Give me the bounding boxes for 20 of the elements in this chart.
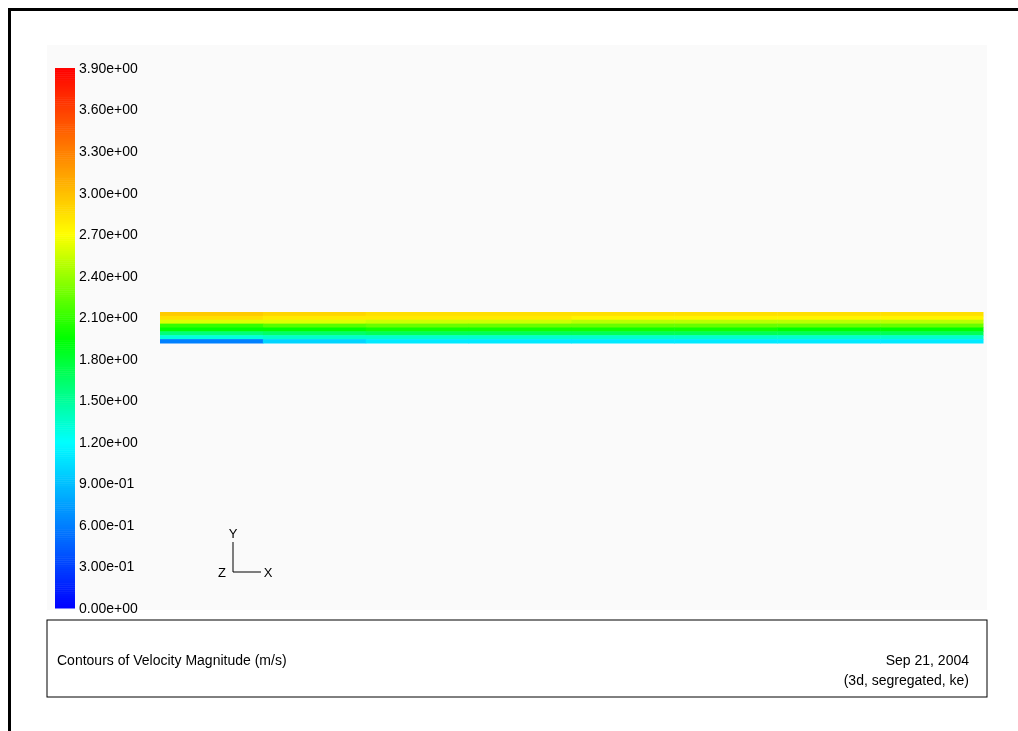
color-bar-label: 3.00e+00 [79, 184, 138, 201]
color-bar-label: 1.80e+00 [79, 350, 138, 367]
color-bar-label: 1.50e+00 [79, 392, 138, 409]
color-bar-label: 1.20e+00 [79, 433, 138, 450]
color-bar-label: 3.60e+00 [79, 101, 138, 118]
text: Contours of Velocity Magnitude (m/s) [57, 652, 287, 668]
color-bar-label: 2.40e+00 [79, 267, 138, 284]
color-bar-label: 6.00e-01 [79, 516, 135, 533]
text: Z [218, 565, 227, 580]
text: X [263, 565, 273, 580]
color-bar-label: 3.30e+00 [79, 142, 138, 159]
text: (3d, segregated, ke) [843, 672, 969, 688]
color-bar-label: 2.10e+00 [79, 309, 138, 326]
text: Sep 21, 2004 [885, 652, 970, 668]
color-bar-label: 3.00e-01 [79, 558, 135, 575]
color-bar-label: 9.00e-01 [79, 475, 135, 492]
color-bar-label: 3.90e+00 [79, 59, 138, 76]
color-bar-label: 0.00e+00 [79, 599, 138, 616]
color-bar-label: 2.70e+00 [79, 226, 138, 243]
text: Y [228, 526, 238, 541]
